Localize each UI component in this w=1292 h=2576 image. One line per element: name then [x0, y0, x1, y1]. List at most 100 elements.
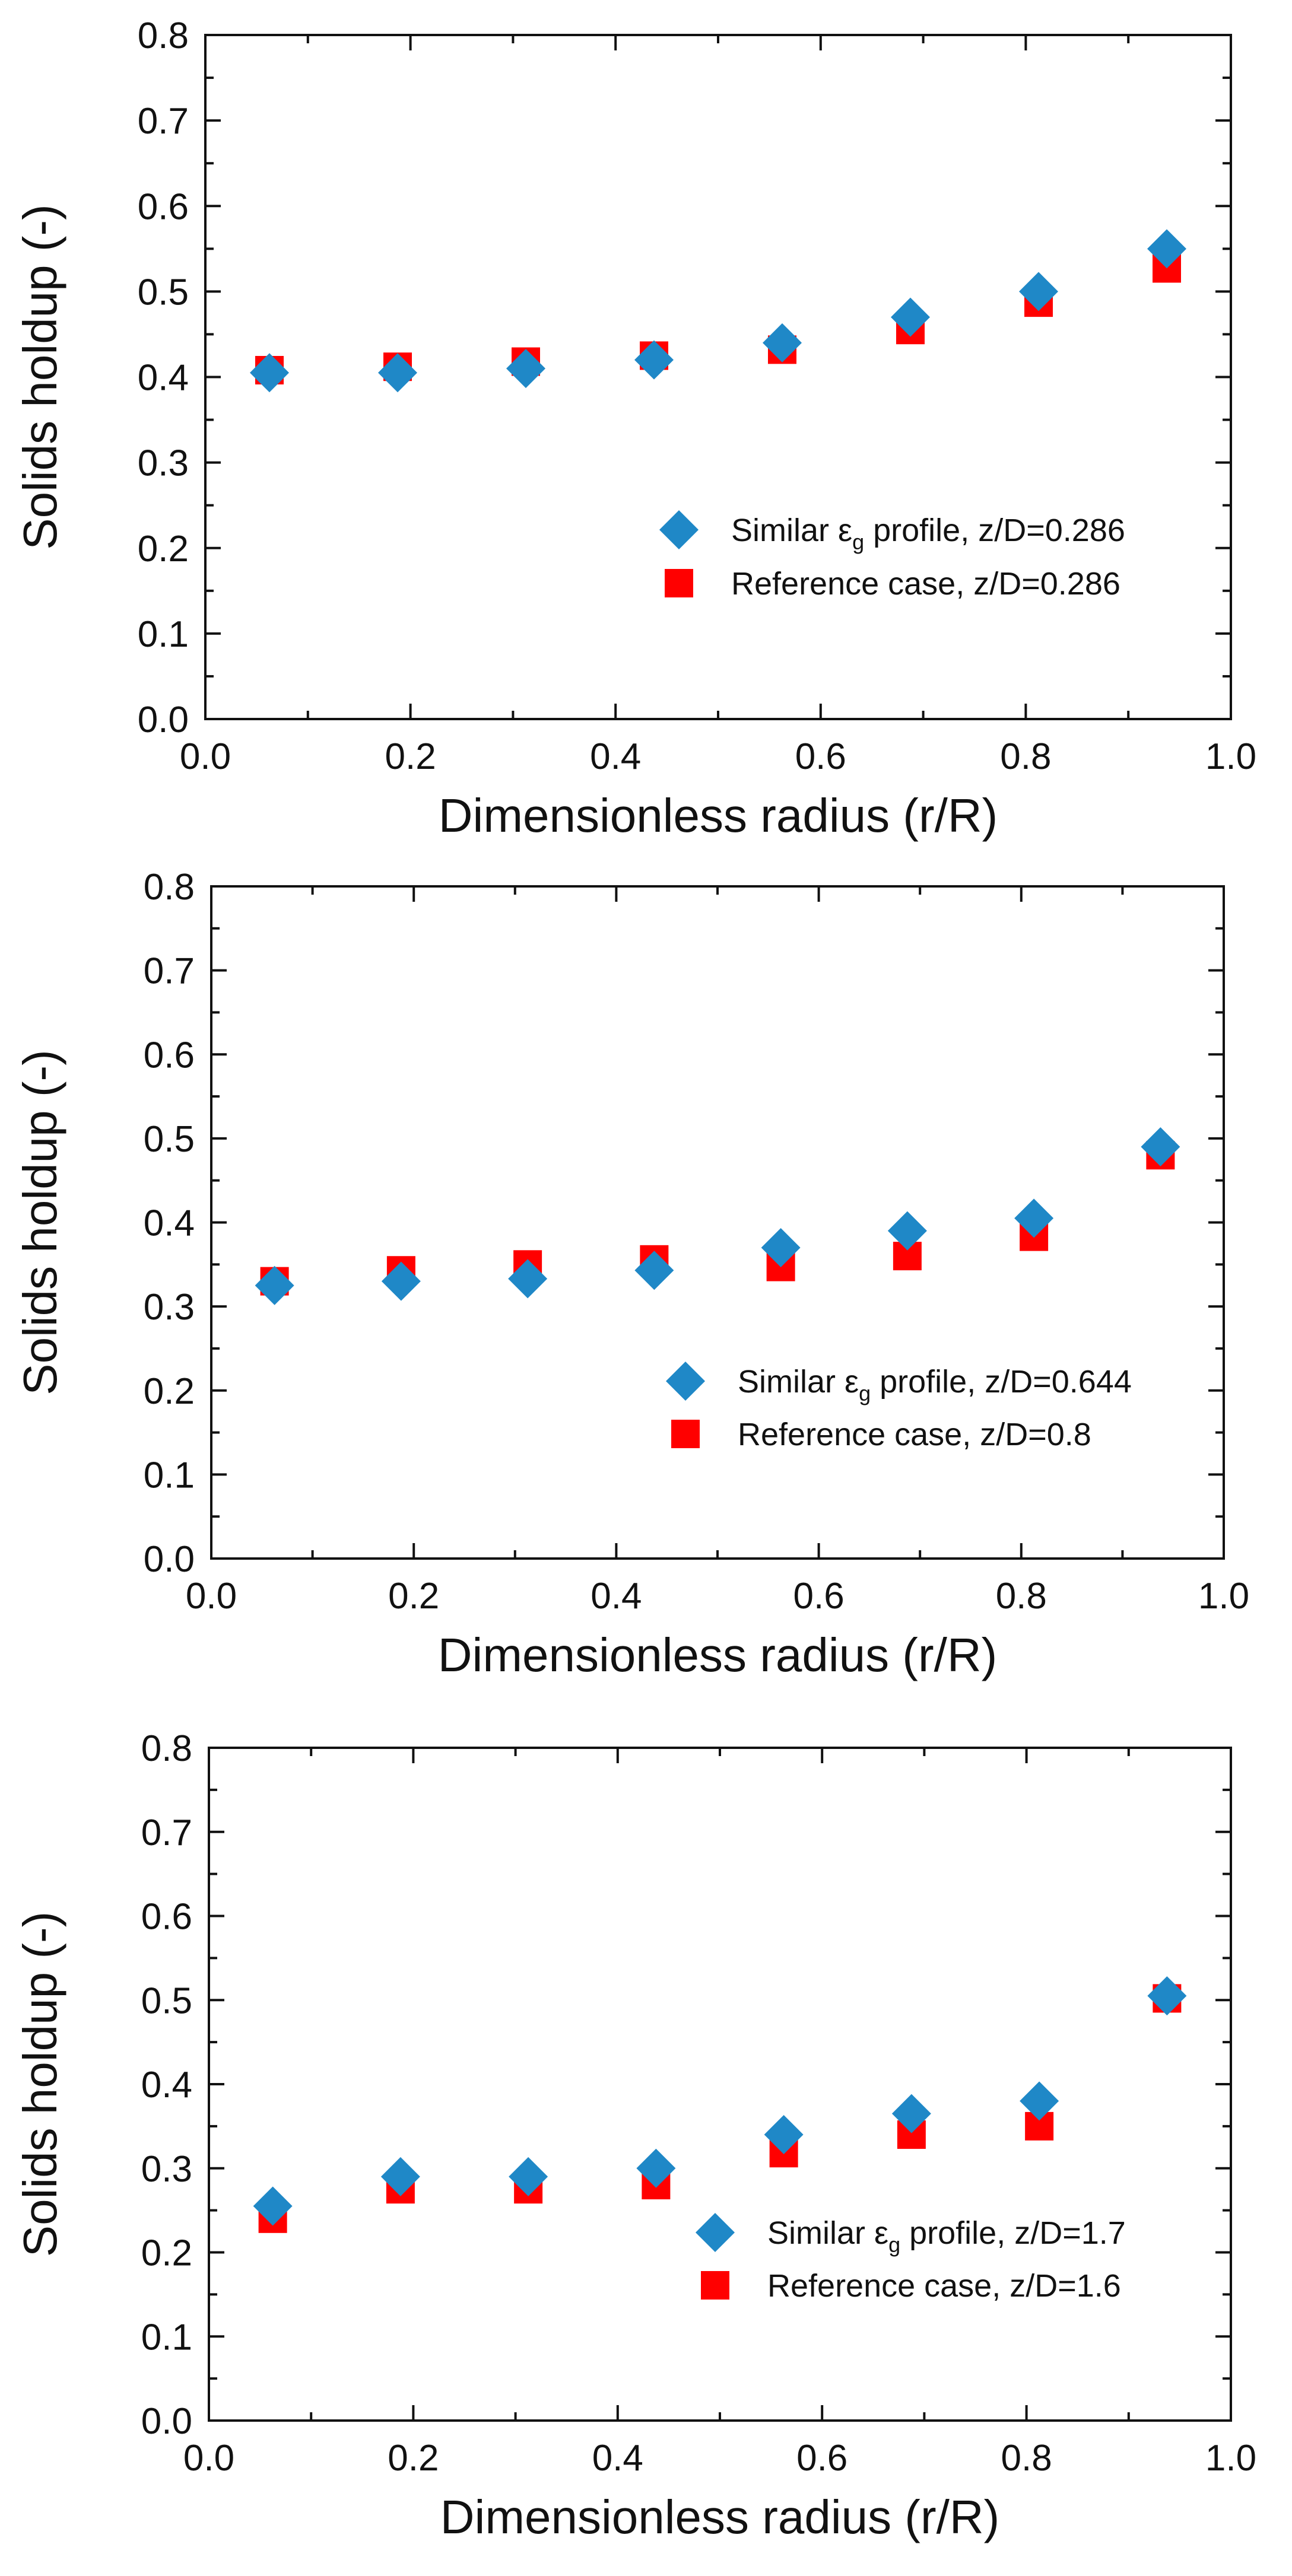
x-axis-ticks: 0.0 0.2 0.4 0.6 0.8 1.0 [183, 1748, 1256, 2479]
y-tick-label: 0.2 [138, 529, 189, 570]
y-tick-label: 0.8 [144, 867, 195, 908]
x-tick-label: 0.4 [592, 2438, 643, 2479]
series-diamond [250, 229, 1186, 393]
y-tick-label: 0.7 [144, 951, 195, 992]
y-tick-label: 0.6 [138, 186, 189, 227]
x-tick-label: 0.4 [590, 736, 641, 777]
legend-label: Similar εg profile, z/D=0.644 [738, 1364, 1132, 1405]
y-tick-label: 0.8 [141, 1728, 192, 1769]
series-diamond [255, 1127, 1180, 1305]
y-tick-label: 0.4 [144, 1203, 195, 1244]
y-tick-label: 0.0 [141, 2401, 192, 2442]
y-tick-label: 0.6 [141, 1897, 192, 1938]
data-point-diamond [506, 349, 545, 389]
x-tick-label: 0.0 [180, 736, 231, 777]
data-point-diamond [378, 353, 417, 393]
y-tick-label: 0.1 [141, 2317, 192, 2358]
data-point-diamond [250, 353, 289, 393]
x-tick-label: 0.2 [385, 736, 436, 777]
y-tick-label: 0.3 [144, 1287, 195, 1328]
data-point-diamond [1147, 1976, 1187, 2016]
legend-label: Reference case, z/D=0.8 [738, 1417, 1091, 1452]
data-point-diamond [764, 2115, 804, 2155]
x-tick-label: 0.6 [795, 736, 846, 777]
y-tick-label: 0.3 [138, 443, 189, 484]
x-tick-label: 0.2 [388, 1576, 439, 1617]
x-tick-label: 0.0 [183, 2438, 234, 2479]
y-tick-label: 0.2 [144, 1371, 195, 1412]
legend: Similar εg profile, z/D=0.286 Reference c… [659, 510, 1125, 602]
data-point-diamond [636, 2148, 676, 2188]
data-point-diamond [253, 2186, 293, 2226]
legend-label: Reference case, z/D=1.6 [767, 2268, 1121, 2304]
legend-label: Similar εg profile, z/D=1.7 [767, 2215, 1126, 2257]
y-axis-title: Solids holdup (-) [14, 1912, 66, 2257]
plot-frame [208, 1747, 1232, 2422]
legend-marker-square [665, 569, 693, 597]
y-axis-ticks: 0.0 0.1 0.2 0.3 0.4 0.5 0.6 0.7 0.8 [138, 15, 1231, 740]
y-tick-label: 0.7 [141, 1812, 192, 1853]
legend: Similar εg profile, z/D=0.644 Reference c… [666, 1362, 1132, 1452]
x-axis-title: Dimensionless radius (r/R) [440, 2491, 999, 2543]
data-point-diamond [1019, 272, 1058, 311]
legend-marker-diamond [659, 510, 699, 549]
legend-marker-square [671, 1420, 700, 1448]
y-tick-label: 0.2 [141, 2233, 192, 2274]
x-tick-label: 1.0 [1198, 1576, 1249, 1617]
data-point-diamond [1141, 1127, 1180, 1167]
y-tick-label: 0.4 [138, 358, 189, 399]
y-tick-label: 0.5 [141, 1980, 192, 2021]
chart-panel-2: 0.0 0.2 0.4 0.6 0.8 1.00.0 0.1 0.2 0.3 0.4 0.5 0.6 0… [14, 867, 1249, 1681]
x-tick-label: 0.4 [591, 1576, 642, 1617]
x-tick-label: 0.0 [186, 1576, 237, 1617]
data-point-diamond [891, 2094, 931, 2133]
legend-marker-diamond [696, 2213, 735, 2252]
data-point-diamond [1014, 1198, 1054, 1238]
data-point-diamond [380, 2157, 420, 2196]
plot-frame [204, 34, 1232, 720]
x-tick-label: 1.0 [1205, 2438, 1256, 2479]
x-axis-title: Dimensionless radius (r/R) [438, 1629, 997, 1681]
data-point-diamond [381, 1261, 421, 1301]
data-point-diamond [634, 1251, 674, 1290]
plot-frame [210, 885, 1225, 1560]
x-tick-label: 0.8 [1000, 736, 1051, 777]
series-diamond [253, 1976, 1187, 2226]
data-point-diamond [887, 1211, 927, 1251]
legend: Similar εg profile, z/D=1.7 Reference cas… [696, 2213, 1126, 2304]
x-tick-label: 0.2 [388, 2438, 439, 2479]
legend-marker-diamond [666, 1362, 705, 1401]
data-point-diamond [508, 1259, 548, 1299]
data-point-diamond [761, 1227, 801, 1267]
x-axis-ticks: 0.0 0.2 0.4 0.6 0.8 1.0 [186, 886, 1249, 1617]
y-tick-label: 0.5 [144, 1119, 195, 1160]
y-axis-ticks: 0.0 0.1 0.2 0.3 0.4 0.5 0.6 0.7 0.8 [144, 867, 1224, 1580]
legend-label: Similar εg profile, z/D=0.286 [731, 513, 1125, 554]
y-tick-label: 0.5 [138, 272, 189, 313]
y-tick-label: 0.0 [138, 699, 189, 740]
data-point-diamond [255, 1265, 294, 1305]
chart-panel-3: 0.0 0.2 0.4 0.6 0.8 1.0 0.0 0.1 0.2 0.3 0.4 0.5 0.6 0… [14, 1728, 1256, 2543]
data-point-diamond [509, 2157, 548, 2196]
y-tick-label: 0.3 [141, 2149, 192, 2190]
x-tick-label: 0.6 [796, 2438, 847, 2479]
y-tick-label: 0.6 [144, 1035, 195, 1076]
chart-panel-1: 0.0 0.2 0.4 0.6 0.8 1.00.00.10.20.30.40.50.60… [14, 15, 1256, 842]
data-point-diamond [1147, 229, 1186, 269]
y-tick-label: 0.1 [144, 1455, 195, 1496]
data-point-diamond [1020, 2081, 1059, 2121]
data-point-diamond [763, 323, 802, 362]
data-point-diamond [891, 297, 930, 337]
legend-label: Reference case, z/D=0.286 [731, 566, 1120, 602]
x-axis-title: Dimensionless radius (r/R) [439, 789, 998, 842]
y-tick-label: 0.0 [144, 1539, 195, 1580]
x-axis-ticks: 0.0 0.2 0.4 0.6 0.8 1.0 [180, 35, 1256, 777]
y-tick-label: 0.8 [138, 15, 189, 56]
x-tick-label: 0.8 [996, 1576, 1047, 1617]
y-tick-label: 0.7 [138, 101, 189, 142]
y-axis-title: Solids holdup (-) [14, 1050, 66, 1395]
y-tick-label: 0.1 [138, 614, 189, 655]
y-tick-label: 0.4 [141, 2065, 192, 2106]
x-tick-label: 1.0 [1205, 736, 1256, 777]
